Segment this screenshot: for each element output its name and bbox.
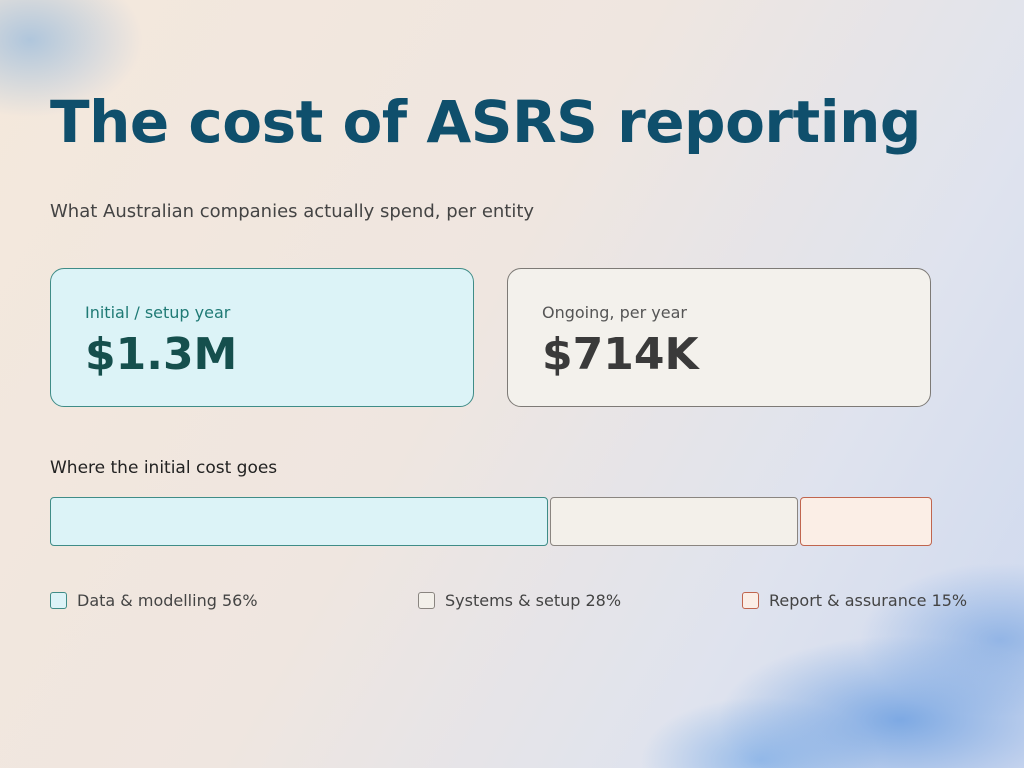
- legend-item: Report & assurance 15%: [742, 591, 967, 610]
- card-amount: $714K: [542, 329, 699, 380]
- bar-segment: [550, 497, 799, 546]
- legend-name: Data & modelling: [77, 591, 217, 610]
- card-label: Ongoing, per year: [542, 303, 687, 322]
- legend-name: Systems & setup: [445, 591, 581, 610]
- bar-segment: [50, 497, 549, 546]
- stacked-bar: [50, 497, 934, 548]
- legend-value: 56%: [221, 591, 258, 610]
- title: The cost of ASRS reporting: [50, 88, 921, 156]
- legend-swatch: [418, 592, 435, 609]
- subtitle: What Australian companies actually spend…: [50, 201, 535, 222]
- legend-swatch: [742, 592, 759, 609]
- legend-value: 15%: [931, 591, 968, 610]
- card: Initial / setup year $1.3M: [50, 268, 474, 407]
- card: Ongoing, per year $714K: [507, 268, 931, 407]
- legend-item: Systems & setup 28%: [418, 591, 621, 610]
- legend-name: Report & assurance: [769, 591, 927, 610]
- legend-value: 28%: [585, 591, 622, 610]
- legend-item: Data & modelling 56%: [50, 591, 258, 610]
- legend-swatch: [50, 592, 67, 609]
- card-amount: $1.3M: [85, 329, 238, 380]
- breakdown-title: Where the initial cost goes: [50, 458, 278, 478]
- bar-segment: [800, 497, 932, 546]
- card-label: Initial / setup year: [85, 303, 231, 322]
